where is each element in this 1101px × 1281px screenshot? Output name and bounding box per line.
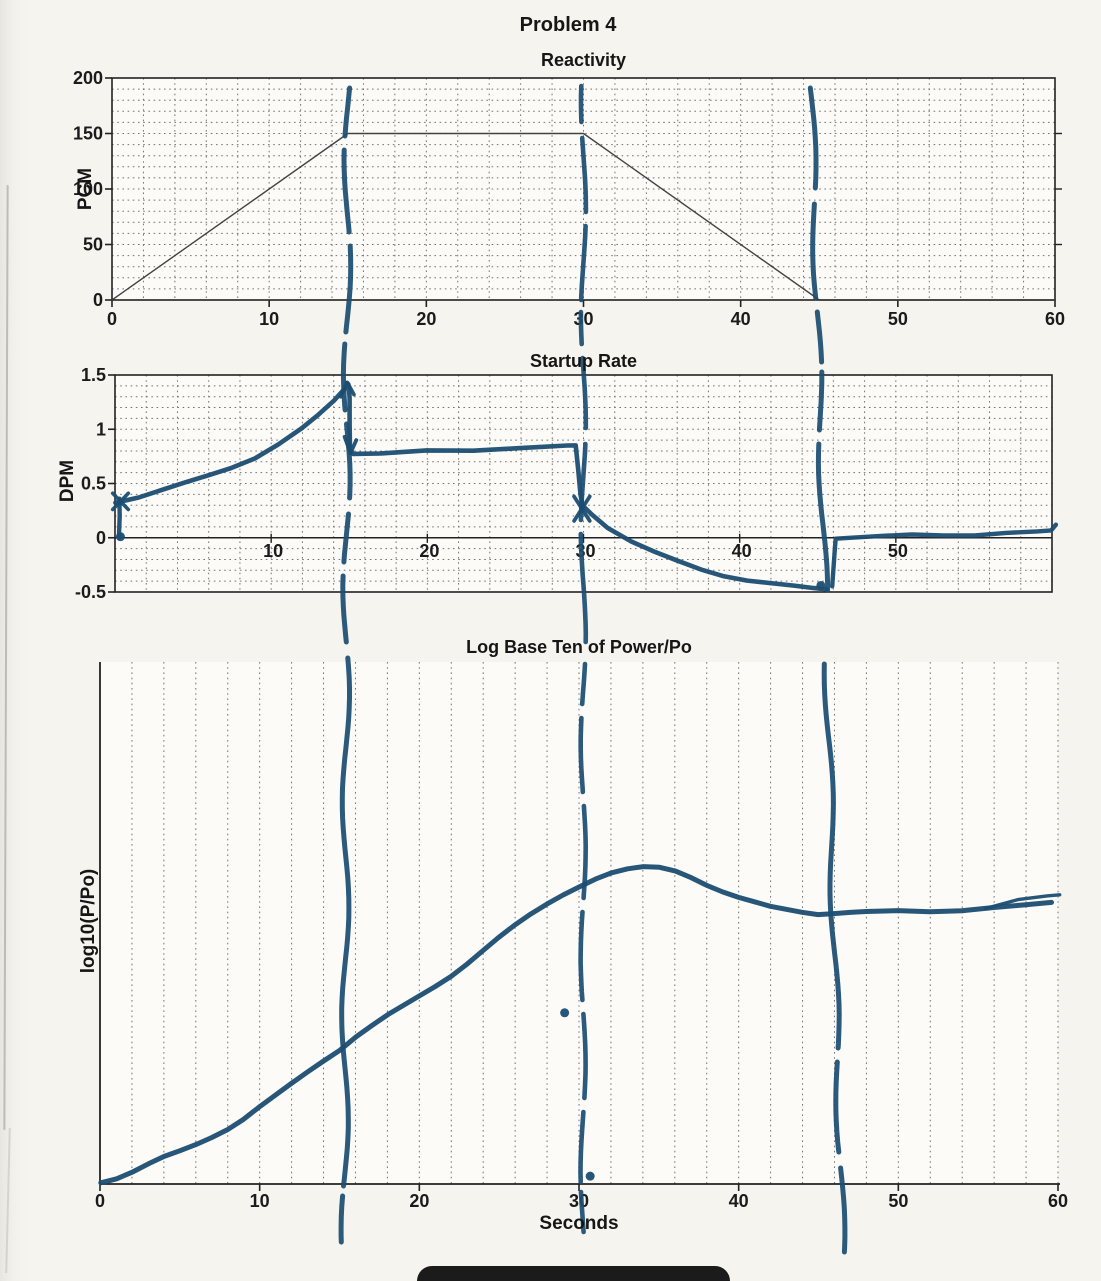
log-power-y-axis-label: log10(P/Po) [78,868,99,974]
scan-artifact-black-rounded-bar [417,1266,730,1281]
pen-dash-segment [821,661,842,1051]
x-tick-label: 40 [732,541,752,561]
startup-rate-y-axis-label: DPM [57,459,78,503]
x-tick-label: 10 [250,1191,270,1211]
pen-dash-segment [814,309,825,365]
x-tick-label: 50 [888,1191,908,1211]
pen-dash-segment [340,341,348,413]
x-tick-label: 20 [419,541,439,561]
x-tick-label: 30 [575,541,595,561]
pen-dash-segment [578,909,585,1003]
hand-annotation-line-45.5s [807,85,848,1255]
pen-dot [115,532,125,542]
pen-dash-segment [578,1189,586,1235]
pen-dash-segment [580,355,589,431]
pen-dash-segment [815,441,831,593]
x-tick-label: 40 [729,1191,749,1211]
x-tick-label: 60 [1045,309,1065,329]
y-tick-label: 1.5 [81,365,106,385]
pen-dot [585,1171,595,1181]
log-power-chart-title: Log Base Ten of Power/Po [466,637,692,657]
x-tick-label: 60 [1048,1191,1068,1211]
y-tick-label: 100 [73,179,103,199]
x-tick-label: 0 [95,1191,105,1211]
y-tick-label: 0 [93,290,103,310]
startup-rate-chart-title: Startup Rate [529,351,637,371]
x-tick-label: 20 [409,1191,429,1211]
startup-rate-hand-curve [113,381,829,592]
page-title: Problem 4 [519,14,617,36]
pen-dash-segment [578,531,589,645]
x-tick-label: 10 [259,309,279,329]
x-tick-label: 0 [107,309,117,329]
y-tick-label: 150 [73,124,103,144]
pen-dash-segment [338,1193,346,1245]
pen-dash-segment [579,135,589,215]
reactivity-y-axis-label: PCM [75,167,96,211]
pen-cross-start-b [110,491,131,512]
x-tick-label: 50 [888,541,908,561]
pen-dot [816,580,826,590]
hand-annotation-line-30s [578,83,589,1235]
x-tick-label: 30 [573,309,593,329]
log-power-end-fork-stroke [984,893,1062,911]
pen-dash-segment [341,511,351,565]
pen-dash-segment [340,573,349,645]
y-tick-label: -0.5 [75,582,106,602]
y-tick-label: 1 [96,419,106,439]
startup-rate-chart: 10 20 30 40 50 -0.5 0 0.5 1 1.5 [75,365,1059,602]
reactivity-chart-title: Reactivity [540,50,627,70]
x-tick-label: 10 [263,541,283,561]
reactivity-chart: 0 10 20 30 40 50 60 0 50 100 150 200 [73,68,1065,329]
y-tick-label: 200 [73,68,103,88]
pen-dash-segment [807,85,819,191]
pen-dash-segment [339,655,352,1189]
pen-dash-segment [578,715,586,795]
pen-dash-segment [342,85,353,139]
x-tick-label: 20 [416,309,436,329]
pen-dash-segment [578,441,588,523]
x-tick-label: 40 [731,309,751,329]
pen-dash-segment [816,369,825,433]
pen-dash-segment [343,243,354,335]
hand-annotation-line-15s [338,85,354,1245]
pen-dot [560,1008,570,1018]
pen-dash-segment [341,147,352,235]
y-tick-label: 0.5 [81,474,106,494]
log-power-hand-curve [98,864,1054,1186]
y-tick-label: 0 [96,528,106,548]
x-axis-label-seconds: Seconds [539,1213,619,1234]
pen-dash-segment [838,1165,848,1255]
pen-dash-segment [810,201,819,301]
reactivity-pcm-line [111,132,1056,301]
startup-rate-hand-curve-after-jump [830,522,1059,589]
pen-dash-segment [579,661,588,707]
x-tick-label: 50 [888,309,908,329]
pen-arrow-drop-b [348,438,359,455]
pen-dash-segment [578,223,588,303]
pen-dash-segment [578,1109,586,1185]
pen-arrow-peak-b [345,380,356,397]
pen-dash-segment [581,803,589,901]
y-tick-label: 50 [83,235,103,255]
pen-dash-segment [581,1011,588,1101]
pen-dash-segment [578,309,584,347]
pen-dash-segment [344,421,353,501]
pen-dash-segment [833,1059,842,1155]
